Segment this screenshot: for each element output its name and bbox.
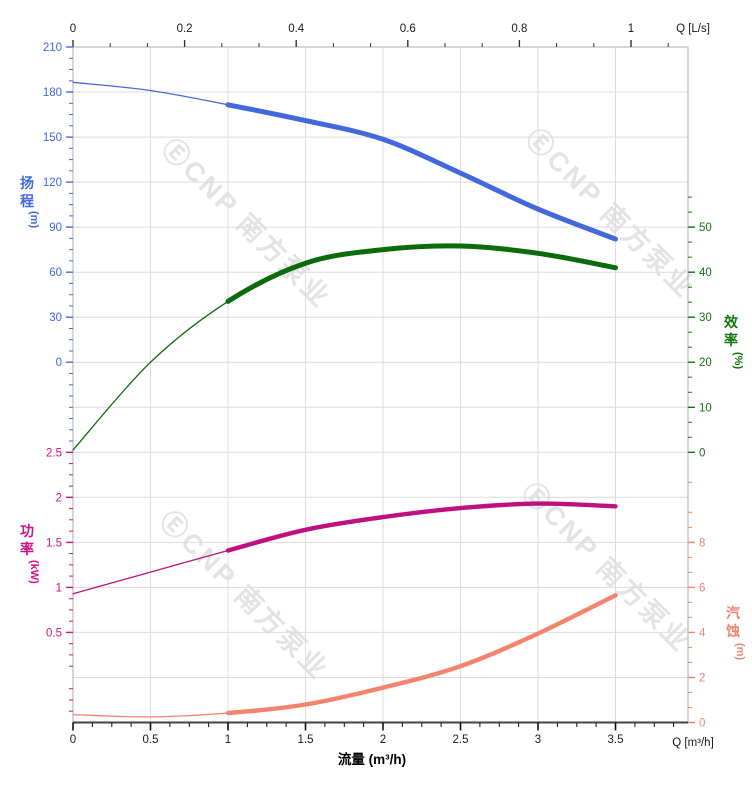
head-axis-title: 程 — [20, 193, 34, 209]
bottom-axis-title: Q [m³/h] — [672, 737, 714, 749]
bottom-axis-tick-label: 1.5 — [298, 734, 314, 746]
head-axis-tick-label: 90 — [49, 222, 62, 234]
power-axis-title: 率 — [20, 541, 34, 557]
npsh-axis-title: 汽 — [726, 605, 740, 621]
bottom-axis-tick-label: 1 — [225, 734, 231, 746]
head-axis-title: 扬 — [20, 175, 34, 191]
power-axis-tick-label: 0.5 — [46, 627, 62, 639]
efficiency-axis-unit: (%) — [732, 352, 744, 369]
head-axis-tick-label: 210 — [43, 42, 62, 54]
head-axis-tick-label: 180 — [43, 87, 62, 99]
bottom-axis-tick-label: 3.5 — [608, 734, 624, 746]
efficiency-axis-title: 效 — [724, 314, 739, 330]
npsh-curve-thin — [72, 712, 229, 718]
power-curve — [225, 501, 618, 553]
head-axis-tick-label: 0 — [56, 357, 62, 369]
top-axis-tick-label: 0.2 — [177, 23, 193, 35]
head-axis-unit: (m) — [28, 211, 40, 228]
bottom-axis-tick-label: 3 — [535, 734, 541, 746]
head-axis-tick-label: 150 — [43, 132, 62, 144]
head-axis-tick-label: 30 — [49, 312, 62, 324]
efficiency-axis-tick-label: 50 — [699, 222, 712, 234]
bottom-axis-tick-label: 0.5 — [143, 734, 159, 746]
npsh-axis-tick-label: 8 — [699, 537, 705, 549]
top-axis-tick-label: 0.8 — [511, 23, 527, 35]
top-axis-tick-label: 0.6 — [400, 23, 416, 35]
power-axis-tick-label: 2 — [56, 492, 62, 504]
npsh-axis-tick-label: 2 — [699, 673, 705, 685]
power-axis-tick-label: 2.5 — [46, 447, 62, 459]
npsh-curve — [225, 593, 618, 716]
head-axis-tick-label: 60 — [49, 267, 62, 279]
efficiency-axis-tick-label: 0 — [699, 447, 705, 459]
efficiency-curve — [225, 243, 618, 304]
top-axis-tick-label: 1 — [628, 23, 634, 35]
top-axis-tick-label: 0 — [70, 23, 76, 35]
top-axis-title: Q [L/s] — [676, 23, 710, 35]
bottom-axis-tick-label: 0 — [70, 734, 76, 746]
npsh-axis-unit: (m) — [734, 643, 746, 660]
power-axis-tick-label: 1.5 — [46, 537, 62, 549]
efficiency-axis-tick-label: 30 — [699, 312, 712, 324]
npsh-axis-tick-label: 6 — [699, 582, 705, 594]
npsh-axis-title: 蚀 — [725, 623, 740, 639]
head-axis-tick-label: 120 — [43, 177, 62, 189]
efficiency-curve-thin — [72, 300, 229, 451]
power-axis-title: 功 — [20, 523, 34, 539]
head-curve — [225, 102, 618, 242]
flow-axis-label: 流量 (m³/h) — [338, 751, 406, 767]
npsh-axis-tick-label: 0 — [699, 718, 705, 730]
efficiency-axis-tick-label: 40 — [699, 267, 712, 279]
bottom-axis-tick-label: 2 — [380, 734, 386, 746]
npsh-axis-tick-label: 4 — [699, 627, 706, 639]
bottom-axis-tick-label: 2.5 — [453, 734, 469, 746]
power-curve-thin — [72, 549, 229, 595]
efficiency-axis-tick-label: 10 — [699, 402, 712, 414]
efficiency-axis-title: 率 — [724, 332, 738, 348]
head-curve-thin — [72, 81, 229, 106]
top-axis-tick-label: 0.4 — [288, 23, 305, 35]
power-axis-unit: (kW) — [28, 560, 40, 584]
efficiency-axis-tick-label: 20 — [699, 357, 712, 369]
power-axis-tick-label: 1 — [56, 582, 62, 594]
